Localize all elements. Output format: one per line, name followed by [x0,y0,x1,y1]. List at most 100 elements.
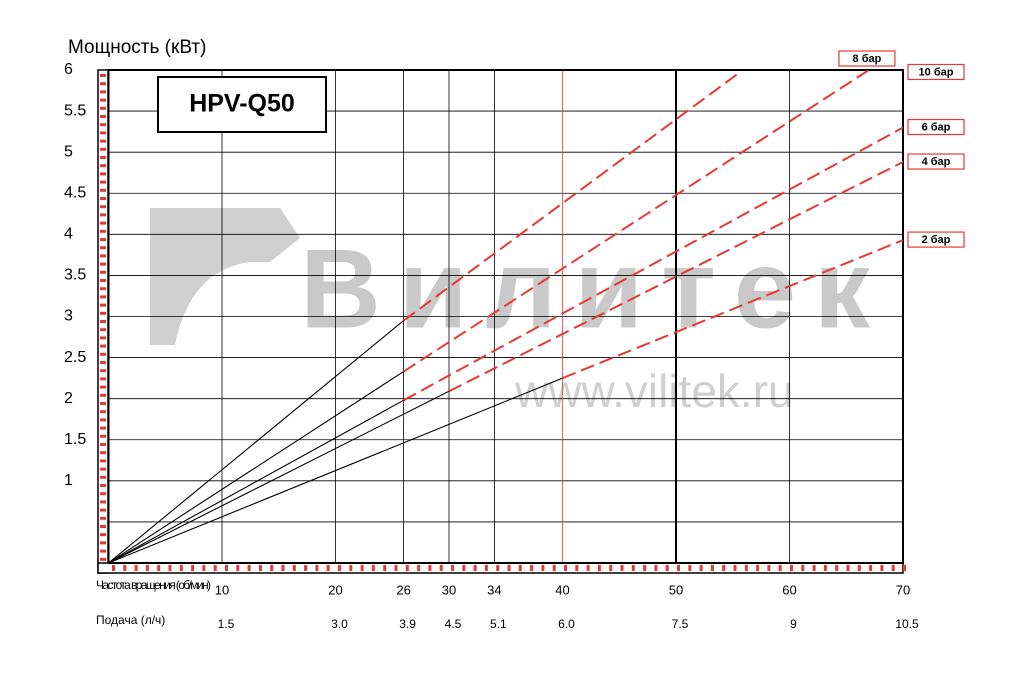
y-tick-label: 1 [64,472,73,489]
ladder-step [609,565,613,571]
y-tick-label: 2 [64,390,73,407]
ladder-step [100,484,106,487]
y-tick-label: 1.5 [64,431,86,448]
x-tick-label: 40 [555,582,569,597]
ladder-step [597,565,601,571]
x-tick-label: 26 [396,582,410,597]
ladder-step [100,246,106,250]
chart-title: HPV-Q50 [189,90,295,118]
title-box [157,76,327,133]
ladder-step [179,565,183,571]
ladder-step [857,565,861,571]
x2-axis-label: Подача (л/ч) [96,613,165,627]
ladder-step [100,221,106,225]
ladder-step [417,565,421,571]
ladder-step [258,565,262,571]
ladder-step [213,565,217,571]
ladder-step [790,565,793,571]
ladder-step [507,565,511,571]
ladder-step [100,213,106,217]
ladder-step [100,336,106,340]
ladder-step [100,541,106,545]
ladder-step [168,565,172,571]
ladder-step [100,344,106,348]
ladder-step [100,492,106,496]
ladder-step [552,565,556,571]
ladder-step [100,188,106,192]
ladder-step [100,402,106,405]
dashed-line [403,71,741,322]
ladder-step [100,410,106,414]
ladder-step [100,164,106,168]
y-tick-label: 3.5 [64,267,86,284]
y-tick-label: 6 [64,61,73,78]
ladder-step [100,90,106,94]
ladder-step [202,565,206,571]
ladder-step [100,516,106,520]
ladder-step [100,467,106,471]
ladder-step [812,565,816,571]
ladder-step [643,565,647,571]
legend-label: 8 бар [853,53,882,65]
ladder-step [451,565,454,571]
ladder-step [891,565,895,571]
ladder-step [383,565,387,571]
ladder-step [677,565,680,571]
ladder-step [100,131,106,135]
legend-label: 6 бар [922,121,951,133]
dashed-line [448,161,904,393]
ladder-step [654,565,658,571]
ladder-step [778,565,782,571]
ladder-step [360,565,364,571]
y-tick-label: 4.5 [64,184,86,201]
dashed-line [403,69,870,373]
x-tick-label: 30 [442,582,456,597]
y-tick-label: 4 [64,226,73,243]
ladder-step [699,565,703,571]
ladder-step [575,565,579,571]
ladder-step [100,106,106,110]
ladder-step [462,565,466,571]
legend-label: 2 бар [922,234,951,246]
ladder-step [270,565,274,571]
ladder-step [100,98,106,102]
ladder-step [835,565,839,571]
y-tick-label: 3 [64,308,73,325]
x2-tick-label: 6.0 [558,617,575,631]
ladder-step [100,500,106,504]
y-tick-label: 5.5 [64,102,86,119]
ladder-step [756,565,760,571]
x2-tick-label: 9 [790,617,797,631]
ladder-step [157,565,161,571]
ladder-step [100,172,106,176]
legend-box [907,153,965,170]
ladder-step [100,197,106,200]
solid-line [108,377,563,564]
ladder-step [100,385,106,389]
ladder-step [304,565,308,571]
axis-ladder [97,562,904,574]
ladder-step [564,565,567,571]
ladder-step [869,565,873,571]
ladder-step [100,156,106,159]
ladder-step [665,565,669,571]
legend-box [907,63,965,81]
ladder-step [100,475,106,479]
ladder-step [191,565,195,571]
x-tick-label: 20 [328,582,342,597]
ladder-step [880,565,884,571]
ladder-step [631,565,635,571]
ladder-step [100,418,106,422]
ladder-step [405,565,409,571]
ladder-step [586,565,590,571]
legend-box [907,118,965,136]
ladder-step [100,377,106,381]
ladder-step [100,328,106,332]
ladder-step [145,565,149,571]
ladder-step [100,320,106,323]
x2-tick-label: 5.1 [490,617,507,631]
ladder-step [100,238,106,241]
solid-line [108,320,404,564]
ladder-step [620,565,624,571]
